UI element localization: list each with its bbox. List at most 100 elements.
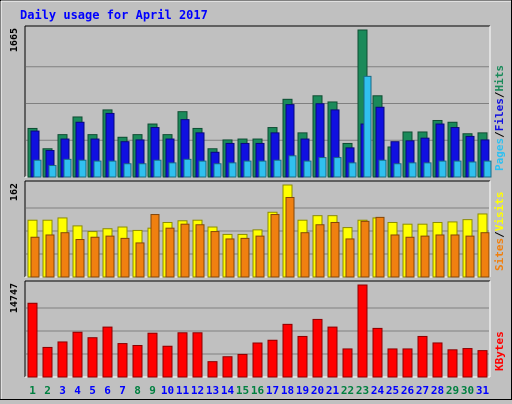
legend-entry-separator: / xyxy=(493,131,506,138)
bar-kbytes-day-19 xyxy=(297,335,308,378)
bar-kbytes-day-27 xyxy=(417,335,428,378)
x-tick-label-day-1: 1 xyxy=(29,384,36,397)
bar-pages-day-9 xyxy=(153,159,162,178)
bar-sites-day-21 xyxy=(330,221,340,278)
bar-sites-day-2 xyxy=(45,234,55,278)
legend-entry-separator: / xyxy=(493,231,506,238)
x-tick-label-day-25: 25 xyxy=(386,384,399,397)
x-tick-label-day-11: 11 xyxy=(176,384,190,397)
legend-entry-visits: Visits xyxy=(493,192,506,232)
bar-sites-day-27 xyxy=(420,235,430,278)
bar-sites-day-15 xyxy=(240,237,250,278)
bar-pages-day-7 xyxy=(123,163,132,178)
x-tick-label-day-5: 5 xyxy=(89,384,96,397)
x-tick-label-day-20: 20 xyxy=(311,384,324,397)
bar-sites-day-26 xyxy=(405,236,415,278)
legend-entry-sites: Sites xyxy=(493,238,506,271)
bar-pages-day-31 xyxy=(483,160,492,178)
x-tick-label-day-21: 21 xyxy=(326,384,340,397)
legend-entry-pages: Pages xyxy=(493,138,506,171)
bar-sites-day-10 xyxy=(165,227,175,278)
bar-sites-day-6 xyxy=(105,235,115,278)
bar-sites-day-16 xyxy=(255,235,265,278)
bar-kbytes-day-14 xyxy=(222,356,233,378)
legend-kbytes: KBytes xyxy=(493,331,506,371)
x-tick-label-day-19: 19 xyxy=(296,384,309,397)
bar-pages-day-22 xyxy=(348,162,357,178)
bar-kbytes-day-13 xyxy=(207,361,218,378)
chart-title: Daily usage for April 2017 xyxy=(20,8,208,22)
x-tick-label-day-6: 6 xyxy=(104,384,111,397)
x-tick-label-day-3: 3 xyxy=(59,384,66,397)
bar-sites-day-4 xyxy=(75,239,85,278)
bar-kbytes-day-25 xyxy=(387,348,398,378)
x-tick-label-day-7: 7 xyxy=(119,384,126,397)
plot-layer: 1665Pages/Files/Hits162Sites/Visits14747… xyxy=(9,25,506,397)
bar-kbytes-day-24 xyxy=(372,327,383,378)
legend-visits-sites: Sites/Visits xyxy=(493,192,506,272)
bar-kbytes-day-23 xyxy=(357,284,368,378)
bar-pages-day-12 xyxy=(198,160,207,178)
bar-pages-day-6 xyxy=(108,160,117,178)
bar-sites-day-22 xyxy=(345,238,355,278)
bar-sites-day-8 xyxy=(135,242,145,278)
bar-kbytes-day-5 xyxy=(87,337,98,378)
bar-kbytes-day-16 xyxy=(252,342,263,378)
bar-pages-day-20 xyxy=(318,157,327,178)
bar-kbytes-day-2 xyxy=(42,346,53,378)
bar-kbytes-day-8 xyxy=(132,344,143,378)
y-max-label-visits-sites: 162 xyxy=(9,183,20,201)
bar-sites-day-18 xyxy=(285,196,295,278)
bar-sites-day-29 xyxy=(450,234,460,278)
x-tick-label-day-14: 14 xyxy=(221,384,235,397)
bar-pages-day-17 xyxy=(273,159,282,178)
bar-pages-day-10 xyxy=(168,162,177,178)
bar-sites-day-25 xyxy=(390,234,400,278)
bar-kbytes-day-15 xyxy=(237,353,248,378)
bar-sites-day-17 xyxy=(270,214,280,278)
x-tick-label-day-17: 17 xyxy=(266,384,279,397)
bar-sites-day-28 xyxy=(435,234,445,278)
bar-sites-day-31 xyxy=(480,232,490,278)
bar-sites-day-5 xyxy=(90,236,100,278)
bar-kbytes-day-11 xyxy=(177,332,188,378)
bar-pages-day-21 xyxy=(333,157,342,178)
y-max-label-hits-files-pages: 1665 xyxy=(9,28,20,52)
bar-sites-day-23 xyxy=(360,220,370,278)
legend-entry-separator: / xyxy=(493,91,506,98)
x-tick-label-day-15: 15 xyxy=(236,384,249,397)
bar-kbytes-day-26 xyxy=(402,348,413,378)
bar-pages-day-25 xyxy=(393,163,402,178)
bar-kbytes-day-30 xyxy=(462,348,473,378)
x-tick-label-day-27: 27 xyxy=(416,384,429,397)
bar-kbytes-day-12 xyxy=(192,332,203,378)
bar-sites-day-14 xyxy=(225,238,235,278)
x-tick-label-day-22: 22 xyxy=(341,384,354,397)
x-tick-label-day-9: 9 xyxy=(149,384,156,397)
bar-pages-day-1 xyxy=(33,159,42,178)
legend-hits-files-pages: Pages/Files/Hits xyxy=(493,65,506,171)
bar-kbytes-day-1 xyxy=(27,302,38,378)
legend-entry-files: Files xyxy=(493,98,506,131)
bar-pages-day-23 xyxy=(363,75,372,178)
bar-kbytes-day-18 xyxy=(282,323,293,378)
bar-pages-day-14 xyxy=(228,162,237,178)
bar-pages-day-27 xyxy=(423,162,432,178)
y-max-label-kbytes: 14747 xyxy=(9,283,20,313)
bar-kbytes-day-7 xyxy=(117,343,128,378)
bar-pages-day-15 xyxy=(243,160,252,178)
bar-pages-day-11 xyxy=(183,158,192,178)
bar-sites-day-19 xyxy=(300,232,310,278)
bar-pages-day-24 xyxy=(378,159,387,178)
legend-entry-kbytes: KBytes xyxy=(493,331,506,371)
bar-sites-day-20 xyxy=(315,224,325,278)
bar-pages-day-29 xyxy=(453,160,462,178)
x-tick-label-day-13: 13 xyxy=(206,384,219,397)
x-tick-label-day-28: 28 xyxy=(431,384,444,397)
bar-kbytes-day-3 xyxy=(57,341,68,378)
bar-sites-day-11 xyxy=(180,223,190,278)
bar-pages-day-2 xyxy=(48,165,57,178)
x-tick-label-day-30: 30 xyxy=(461,384,474,397)
